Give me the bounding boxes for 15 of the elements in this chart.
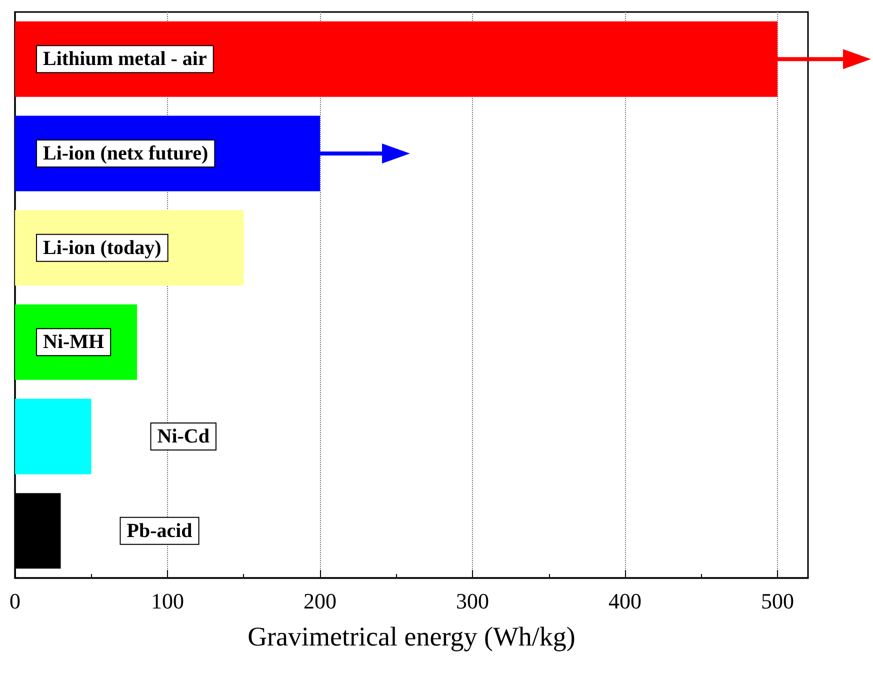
- x-tick-label: 500: [761, 588, 794, 614]
- x-tick-label: 0: [10, 588, 20, 614]
- y-tick-label: Li-ion (netx future): [43, 142, 208, 164]
- x-tick-label: 300: [456, 588, 489, 614]
- bar: [15, 21, 778, 97]
- x-axis-title: Gravimetrical energy (Wh/kg): [248, 622, 576, 652]
- x-tick-label: 200: [304, 588, 336, 614]
- y-tick-label: Ni-MH: [43, 331, 105, 354]
- x-tick-label: 100: [151, 588, 184, 614]
- y-tick-label: Ni-Cd: [157, 426, 210, 448]
- y-tick-label: Li-ion (today): [43, 236, 162, 259]
- bar: [15, 398, 92, 474]
- y-tick-label: Lithium metal - air: [43, 48, 207, 70]
- x-tick-label: 400: [608, 588, 642, 614]
- y-tick-label: Pb-acid: [126, 520, 192, 542]
